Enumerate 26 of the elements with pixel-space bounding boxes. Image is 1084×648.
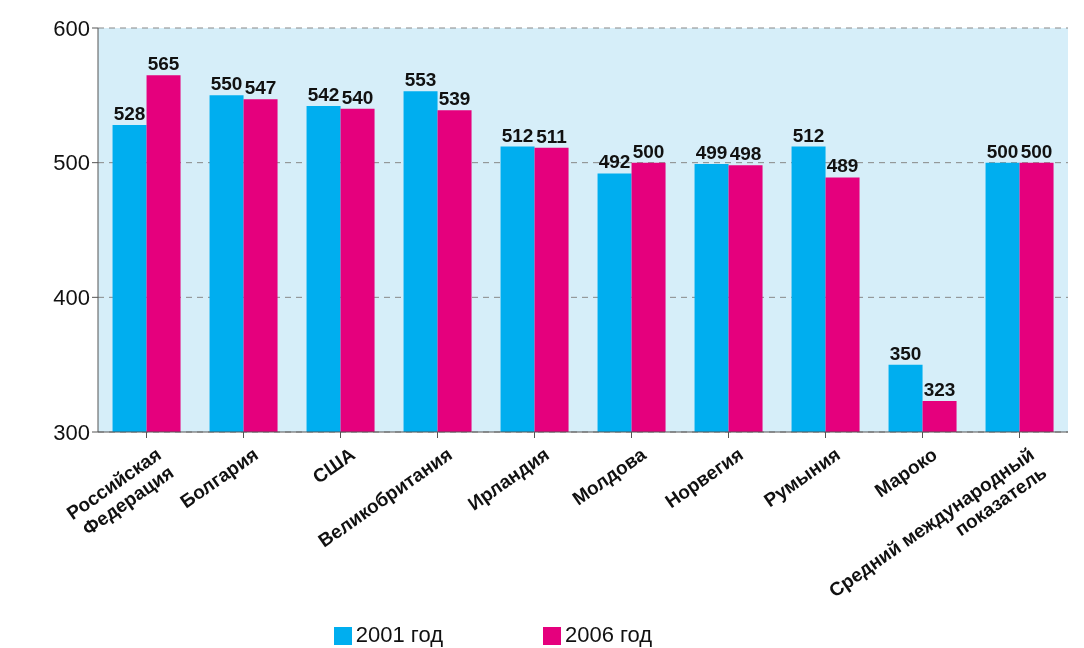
data-label: 512	[792, 124, 825, 146]
legend-label: 2006 год	[565, 622, 653, 647]
data-label: 565	[147, 53, 180, 75]
y-tick-label: 500	[53, 150, 90, 176]
data-label: 500	[986, 140, 1019, 162]
y-tick-label: 600	[53, 15, 90, 41]
data-label: 547	[244, 77, 277, 99]
data-label: 500	[1020, 140, 1053, 162]
y-tick-label: 300	[53, 419, 90, 445]
data-label: 492	[598, 151, 631, 173]
data-label: 489	[826, 155, 859, 177]
data-label: 550	[210, 73, 243, 95]
data-label: 350	[889, 342, 922, 364]
data-label: 499	[695, 142, 728, 164]
data-label: 539	[438, 88, 471, 110]
data-label: 511	[536, 125, 568, 147]
data-label: 498	[729, 143, 762, 165]
data-label: 323	[923, 379, 956, 401]
data-label: 528	[113, 102, 146, 124]
data-label: 553	[404, 69, 437, 91]
y-tick-label: 400	[53, 285, 90, 311]
data-label: 512	[501, 124, 534, 146]
data-label: 500	[632, 140, 665, 162]
data-label: 542	[307, 84, 340, 106]
data-label: 540	[341, 86, 374, 108]
legend-label: 2001 год	[355, 622, 443, 647]
